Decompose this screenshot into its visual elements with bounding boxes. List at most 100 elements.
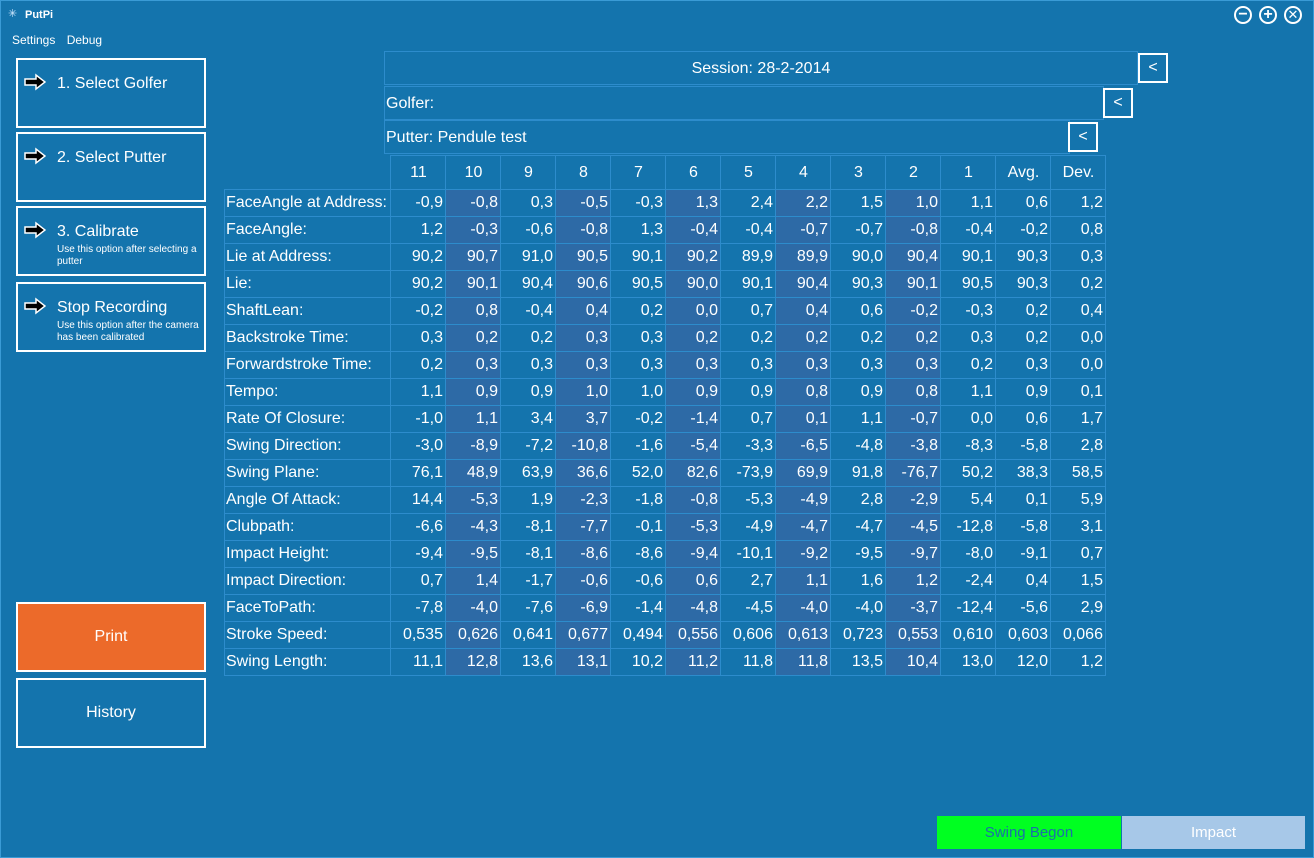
golfer-back-button[interactable]: < [1103, 88, 1133, 118]
column-header: 1 [939, 155, 996, 190]
table-cell: -0,8 [884, 216, 941, 244]
table-cell: -3,0 [389, 432, 446, 460]
table-cell: 90,4 [499, 270, 556, 298]
table-cell: 0,3 [664, 351, 721, 379]
table-cell: 0,3 [444, 351, 501, 379]
table-cell: 1,1 [829, 405, 886, 433]
table-cell: 0,606 [719, 621, 776, 649]
table-row: Impact Direction: 0,7 1,4 -1,7 -0,6 -0,6 0,6 2,… [224, 567, 1106, 595]
table-cell: 0,2 [609, 297, 666, 325]
row-label: Forwardstroke Time: [224, 351, 391, 379]
maximize-icon[interactable]: + [1259, 6, 1277, 24]
session-back-button[interactable]: < [1138, 53, 1168, 83]
table-cell: -76,7 [884, 459, 941, 487]
table-cell: 0,2 [994, 297, 1051, 325]
table-cell: 11,8 [719, 648, 776, 676]
table-cell: 0,7 [389, 567, 446, 595]
table-cell: 1,5 [829, 189, 886, 217]
table-cell: 10,4 [884, 648, 941, 676]
window-title: PutPi [25, 9, 54, 21]
table-cell: -8,9 [444, 432, 501, 460]
select-golfer-button[interactable]: 1. Select Golfer [16, 58, 206, 128]
history-button[interactable]: History [16, 678, 206, 748]
table-cell: 36,6 [554, 459, 611, 487]
table-cell: -9,5 [829, 540, 886, 568]
table-cell: -0,8 [664, 486, 721, 514]
table-cell: 90,2 [664, 243, 721, 271]
column-header: 5 [719, 155, 776, 190]
table-cell: 1,1 [389, 378, 446, 406]
table-cell: 1,0 [554, 378, 611, 406]
table-cell: 0,553 [884, 621, 941, 649]
table-cell: 0,6 [829, 297, 886, 325]
calibrate-label: 3. Calibrate [57, 223, 139, 240]
table-cell: -8,1 [499, 540, 556, 568]
table-row: FaceAngle at Address: -0,9 -0,8 0,3 -0,5 -0,3… [224, 189, 1106, 217]
calibrate-button[interactable]: 3. Calibrate Use this option after selec… [16, 206, 206, 276]
table-cell: -0,7 [884, 405, 941, 433]
table-cell: 76,1 [389, 459, 446, 487]
table-cell: -0,4 [719, 216, 776, 244]
table-cell: 1,3 [664, 189, 721, 217]
stop-recording-button[interactable]: Stop Recording Use this option after the… [16, 282, 206, 352]
table-cell: 0,7 [719, 405, 776, 433]
table-cell: 0,8 [884, 378, 941, 406]
table-row: Stroke Speed: 0,535 0,626 0,641 0,677 0,494 0,… [224, 621, 1106, 649]
table-cell: 3,1 [1049, 513, 1106, 541]
table-cell: -7,7 [554, 513, 611, 541]
table-cell: 0,3 [609, 351, 666, 379]
table-cell: -5,3 [444, 486, 501, 514]
table-row: Rate Of Closure: -1,0 1,1 3,4 3,7 -0,2 -1,4 0,7… [224, 405, 1106, 433]
table-cell: 90,7 [444, 243, 501, 271]
table-cell: -8,6 [554, 540, 611, 568]
table-cell: 0,4 [554, 297, 611, 325]
table-row: Clubpath: -6,6 -4,3 -8,1 -7,7 -0,1 -5,3 -4,9 -4,… [224, 513, 1106, 541]
table-cell: 0,626 [444, 621, 501, 649]
table-cell: 89,9 [774, 243, 831, 271]
table-cell: 52,0 [609, 459, 666, 487]
table-cell: 50,2 [939, 459, 996, 487]
table-cell: -12,8 [939, 513, 996, 541]
table-cell: -9,5 [444, 540, 501, 568]
table-cell: 13,1 [554, 648, 611, 676]
table-cell: 38,3 [994, 459, 1051, 487]
table-cell: -0,2 [884, 297, 941, 325]
table-cell: 0,3 [554, 351, 611, 379]
table-cell: 0,2 [664, 324, 721, 352]
table-cell: 0,610 [939, 621, 996, 649]
table-cell: 0,3 [609, 324, 666, 352]
table-cell: 1,2 [389, 216, 446, 244]
menu-settings[interactable]: Settings [12, 33, 56, 47]
table-cell: 0,3 [499, 351, 556, 379]
table-cell: 90,1 [444, 270, 501, 298]
impact-status-indicator: Impact [1122, 816, 1305, 849]
menu-debug[interactable]: Debug [66, 33, 103, 47]
table-cell: 0,066 [1049, 621, 1106, 649]
table-cell: -0,3 [609, 189, 666, 217]
close-icon[interactable]: ✕ [1284, 6, 1302, 24]
table-cell: 0,1 [994, 486, 1051, 514]
table-cell: -5,3 [719, 486, 776, 514]
table-cell: -4,0 [444, 594, 501, 622]
select-putter-button[interactable]: 2. Select Putter [16, 132, 206, 202]
row-label: Lie at Address: [224, 243, 391, 271]
table-cell: -7,8 [389, 594, 446, 622]
table-cell: 0,0 [1049, 351, 1106, 379]
table-cell: -1,4 [609, 594, 666, 622]
table-cell: 90,4 [774, 270, 831, 298]
table-cell: -4,0 [829, 594, 886, 622]
table-cell: 82,6 [664, 459, 721, 487]
print-button[interactable]: Print [16, 602, 206, 672]
minimize-icon[interactable]: − [1234, 6, 1252, 24]
table-cell: 90,1 [884, 270, 941, 298]
putter-back-button[interactable]: < [1068, 122, 1098, 152]
select-putter-label: 2. Select Putter [57, 149, 167, 166]
row-label: Impact Direction: [224, 567, 391, 595]
table-cell: -0,2 [389, 297, 446, 325]
table-corner [225, 156, 391, 190]
table-cell: -10,1 [719, 540, 776, 568]
table-cell: -0,6 [499, 216, 556, 244]
table-row: Tempo: 1,1 0,9 0,9 1,0 1,0 0,9 0,9 0,8 0,9 0,8 1,1 0… [224, 378, 1106, 406]
table-cell: -0,7 [774, 216, 831, 244]
table-cell: 14,4 [389, 486, 446, 514]
